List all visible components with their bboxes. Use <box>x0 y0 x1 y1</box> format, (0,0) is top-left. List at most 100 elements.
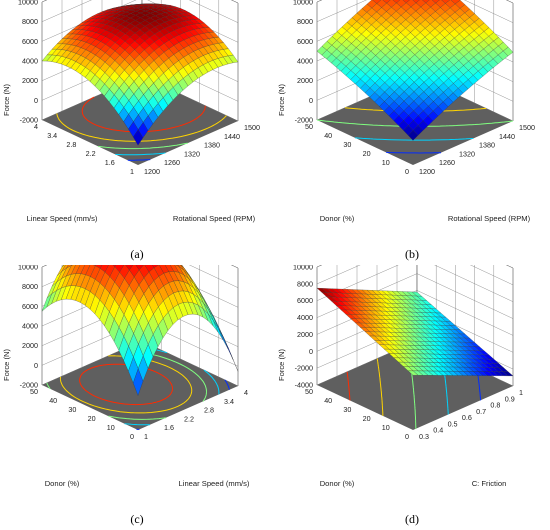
z-axis-label: Force (N) <box>277 348 286 381</box>
chart-panel-a: 1200 1260 1320 1380 1440 1500 1 1.6 2.2 2.8 3.4 4 -2… <box>0 0 275 265</box>
y-tick-label: 10 <box>382 423 390 432</box>
y-axis-label: Donor (%) <box>320 214 355 223</box>
x-tick-label: 1500 <box>244 123 260 132</box>
z-tick-label: 0 <box>309 96 313 105</box>
wall-gridline <box>41 0 239 23</box>
floor-contour-line <box>386 151 441 154</box>
z-tick-label: -2000 <box>20 381 38 390</box>
panel-caption: (b) <box>405 247 419 261</box>
z-tick-label: 0 <box>309 347 313 356</box>
x-tick-label: 1500 <box>519 123 535 132</box>
y-tick-label: 1.6 <box>105 158 115 167</box>
y-tick-label: 30 <box>343 405 351 414</box>
x-axis-label: Rotational Speed (RPM) <box>173 214 256 223</box>
y-tick-label: 4 <box>34 122 38 131</box>
z-tick-label: 8000 <box>22 282 38 291</box>
floor-contour-line <box>346 371 351 401</box>
x-tick-label: 0.4 <box>433 426 443 435</box>
x-tick-label: 1200 <box>419 167 435 176</box>
surface-cell <box>112 265 117 268</box>
x-tick-label: 2.8 <box>204 406 214 415</box>
y-tick-label: 10 <box>382 158 390 167</box>
z-tick-label: 10000 <box>293 265 313 272</box>
surface-mesh <box>41 3 239 146</box>
x-tick-label: 0.5 <box>448 419 458 428</box>
panel-caption: (d) <box>405 512 419 526</box>
x-tick-label: 1 <box>144 432 148 441</box>
surface-plot-svg: 1200 1260 1320 1380 1440 1500 1 1.6 2.2 2.8 3.4 4-2… <box>2 0 260 261</box>
x-tick-label: 2.2 <box>184 414 194 423</box>
y-tick-label: 30 <box>343 140 351 149</box>
z-tick-label: 0 <box>34 361 38 370</box>
surface-mesh <box>316 0 514 141</box>
floor-contour-line <box>79 363 174 406</box>
x-tick-label: 1260 <box>439 158 455 167</box>
x-tick-label: 0.3 <box>419 432 429 441</box>
z-tick-label: 10000 <box>18 265 38 272</box>
z-tick-label: 2000 <box>22 341 38 350</box>
y-tick-label: 50 <box>30 387 38 396</box>
x-tick-label: 3.4 <box>224 397 234 406</box>
surface-cell <box>133 129 144 146</box>
y-tick-label: 40 <box>324 396 332 405</box>
surface-plot-svg: 11.62.22.83.4401020304050-20000200040006… <box>2 265 250 526</box>
z-tick-label: 4000 <box>297 57 313 66</box>
z-axis-label: Force (N) <box>2 83 11 116</box>
x-tick-label: 1440 <box>224 132 240 141</box>
x-tick-label: 1440 <box>499 132 515 141</box>
wall-gridline <box>316 265 514 286</box>
z-axis-label: Force (N) <box>2 348 11 381</box>
y-tick-label: 50 <box>305 122 313 131</box>
chart-panel-d: 0.3 0.4 0.5 0.6 0.7 0.8 0.9 1 0 10 20 30 40 50 -4000 -2… <box>275 265 550 530</box>
floor-contour-line <box>98 142 188 150</box>
wall-gridline <box>316 265 514 302</box>
y-tick-label: 20 <box>363 149 371 158</box>
y-tick-label: 20 <box>363 414 371 423</box>
y-tick-label: 2.2 <box>86 149 96 158</box>
surface-mesh <box>41 265 239 396</box>
x-tick-label: 1320 <box>184 149 200 158</box>
y-tick-label: 50 <box>305 387 313 396</box>
x-tick-label: 0.9 <box>505 394 515 403</box>
surface-cell <box>133 368 144 396</box>
y-axis-label: Donor (%) <box>45 479 80 488</box>
x-tick-label: 1380 <box>479 141 495 150</box>
y-tick-label: 1 <box>130 167 134 176</box>
z-tick-label: 4000 <box>22 57 38 66</box>
z-tick-label: 2000 <box>297 76 313 85</box>
z-tick-label: 10000 <box>293 0 313 7</box>
z-tick-label: 4000 <box>297 313 313 322</box>
wall-gridline <box>316 0 514 23</box>
y-tick-label: 10 <box>107 423 115 432</box>
x-axis-label: C: Friction <box>472 479 507 488</box>
chart-panel-b: 1200 1260 1320 1380 1440 1500 0 10 20 30 40 50 -2000… <box>275 0 550 265</box>
z-tick-label: 2000 <box>22 76 38 85</box>
z-tick-label: 6000 <box>22 37 38 46</box>
x-tick-label: 1320 <box>459 149 475 158</box>
surface-mesh <box>316 287 514 377</box>
z-tick-label: 0 <box>34 96 38 105</box>
y-tick-label: 40 <box>49 396 57 405</box>
panel-caption: (c) <box>130 512 143 526</box>
z-tick-label: 6000 <box>297 37 313 46</box>
y-tick-label: 0 <box>405 432 409 441</box>
x-axis-label: Linear Speed (mm/s) <box>179 479 250 488</box>
y-tick-label: 3.4 <box>47 131 57 140</box>
x-tick-label: 1 <box>519 388 523 397</box>
surface-plot-svg: 0.30.40.50.60.70.80.9101020304050-4000-2… <box>277 265 523 526</box>
x-tick-label: 1200 <box>144 167 160 176</box>
x-tick-label: 1260 <box>164 158 180 167</box>
x-tick-label: 0.8 <box>490 401 500 410</box>
z-tick-label: 10000 <box>18 0 38 7</box>
z-tick-label: 8000 <box>297 17 313 26</box>
surface-cell <box>408 130 419 141</box>
chart-panel-c: 1 1.6 2.2 2.8 3.4 4 0 10 20 30 40 50 -2000 0 2000 4000 6… <box>0 265 275 530</box>
z-tick-label: 6000 <box>22 302 38 311</box>
x-axis-label: Rotational Speed (RPM) <box>448 214 531 223</box>
z-tick-label: -2000 <box>295 116 313 125</box>
y-tick-label: 40 <box>324 131 332 140</box>
z-axis-label: Force (N) <box>277 83 286 116</box>
floor-contour-line <box>56 75 227 142</box>
floor-contour-line <box>355 137 474 141</box>
